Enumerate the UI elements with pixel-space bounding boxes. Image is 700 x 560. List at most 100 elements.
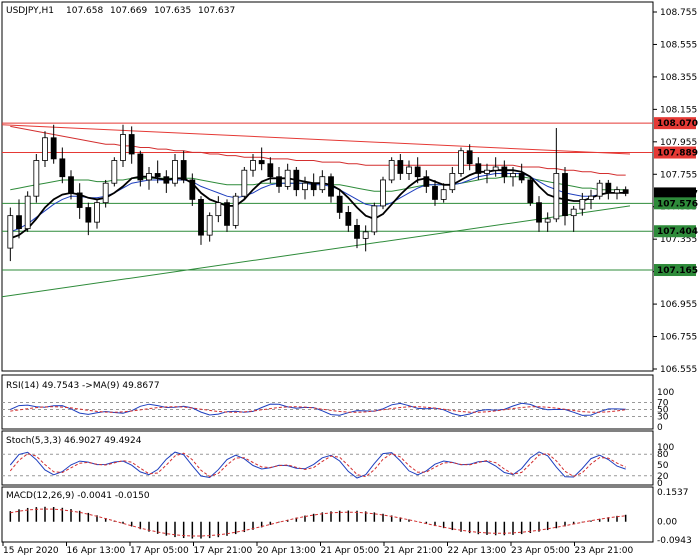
x-tick-label: 23 Apr 21:00	[575, 546, 634, 556]
candle-body	[50, 137, 57, 160]
candle-body	[7, 215, 14, 249]
trendline	[1, 124, 631, 155]
candle-body	[501, 166, 508, 178]
macd-panel	[1, 486, 654, 543]
x-tick-label: 15 Apr 2020	[3, 546, 59, 556]
candle-body	[449, 173, 456, 191]
rsi-title: RSI(14) 49.7543 ->MA(9) 49.8677	[6, 381, 160, 391]
price-level-label: 107.165	[657, 266, 698, 276]
stoch-tick-label: 20	[657, 472, 669, 482]
candle-body	[59, 158, 66, 178]
candle-body	[241, 169, 248, 197]
candle-body	[596, 182, 603, 197]
candle-body	[319, 176, 326, 191]
candle-body	[492, 166, 499, 171]
candle-body	[388, 160, 395, 181]
price-tick-label: 108.355	[660, 73, 697, 83]
macd-tick-label: -0.0943	[657, 536, 692, 546]
candle-body	[232, 195, 239, 226]
candle-body	[180, 160, 187, 181]
rsi-signal-line	[10, 406, 626, 413]
candle-body	[536, 202, 542, 223]
candle-body	[42, 137, 48, 161]
stoch-tick-label: 0	[657, 479, 663, 489]
macd-tick-label: 0.1537	[657, 488, 689, 498]
ohlc-high: 107.669	[110, 6, 147, 16]
x-tick-label: 17 Apr 21:00	[194, 546, 253, 556]
candle-body	[293, 169, 300, 191]
x-tick-label: 17 Apr 05:00	[130, 546, 189, 556]
candle-body	[362, 231, 369, 239]
candle-body	[111, 160, 118, 184]
candle-body	[68, 176, 74, 194]
price-level-box	[654, 146, 696, 159]
candle-body	[16, 215, 22, 230]
candle-body	[250, 160, 256, 171]
price-tick-label: 107.755	[660, 170, 697, 180]
candle-body	[94, 202, 100, 223]
candle-body	[276, 176, 282, 187]
candle-body	[475, 163, 482, 174]
candle-body	[510, 173, 516, 178]
price-tick-label: 106.555	[660, 365, 697, 375]
x-tick-label: 20 Apr 13:00	[257, 546, 316, 556]
price-tick-label: 108.755	[660, 8, 697, 18]
candle-body	[354, 224, 360, 239]
candle-body	[458, 150, 464, 174]
price-tick-label: 107.955	[660, 138, 697, 148]
rsi-tick-label: 0	[657, 423, 663, 433]
candle-body	[579, 199, 586, 210]
stoch-main-line	[9, 451, 626, 479]
stoch-tick-label: 80	[657, 450, 669, 460]
candle-body	[336, 195, 343, 213]
stoch-title: Stoch(5,3,3) 46.9027 49.4924	[6, 436, 142, 446]
price-level-box	[654, 187, 696, 200]
candle-body	[120, 134, 126, 161]
rsi-main-line	[10, 402, 626, 417]
candle-body	[198, 199, 204, 236]
candle-body	[423, 176, 430, 187]
candle-body	[206, 215, 213, 236]
stoch-tick-label: 50	[657, 461, 669, 471]
price-tick-label: 106.755	[660, 333, 697, 343]
macd-signal-line	[10, 508, 626, 537]
ohlc-open: 107.658	[66, 6, 103, 16]
candle-body	[588, 195, 594, 200]
candle-body	[146, 173, 152, 181]
candle-body	[380, 179, 386, 207]
candle-body	[172, 160, 178, 184]
candle-body	[128, 134, 135, 155]
stoch-tick-label: 100	[657, 443, 674, 453]
candle-body	[154, 173, 161, 178]
ohlc-close: 107.637	[198, 6, 235, 16]
rsi-tick-label: 30	[657, 413, 669, 423]
price-level-label: 107.637	[657, 189, 698, 199]
macd-title: MACD(12,26,9) -0.0041 -0.0150	[6, 491, 150, 501]
candle-body	[432, 186, 438, 200]
candle-body	[85, 207, 92, 223]
candle-body	[553, 173, 560, 220]
candle-body	[414, 166, 421, 178]
candle-body	[397, 160, 404, 174]
candle-body	[76, 192, 83, 208]
chart-title: USDJPY,H1	[6, 6, 54, 16]
candle-body	[189, 179, 196, 200]
price-level-label: 108.070	[657, 119, 698, 129]
price-tick-label: 108.155	[660, 105, 697, 115]
candle-body	[562, 173, 568, 217]
price-tick-label: 107.355	[660, 235, 697, 245]
price-level-box	[654, 197, 696, 210]
price-level-box	[654, 225, 696, 238]
price-level-label: 107.404	[657, 227, 698, 237]
stoch-signal-line	[9, 452, 626, 478]
x-tick-label: 22 Apr 13:00	[448, 546, 507, 556]
candle-body	[267, 163, 274, 178]
candle-body	[258, 160, 265, 165]
candle-body	[328, 176, 334, 197]
candle-body	[570, 208, 577, 217]
trendline	[1, 205, 631, 298]
candle-body	[215, 202, 222, 217]
candle-body	[622, 189, 629, 194]
ohlc-low: 107.635	[154, 6, 191, 16]
